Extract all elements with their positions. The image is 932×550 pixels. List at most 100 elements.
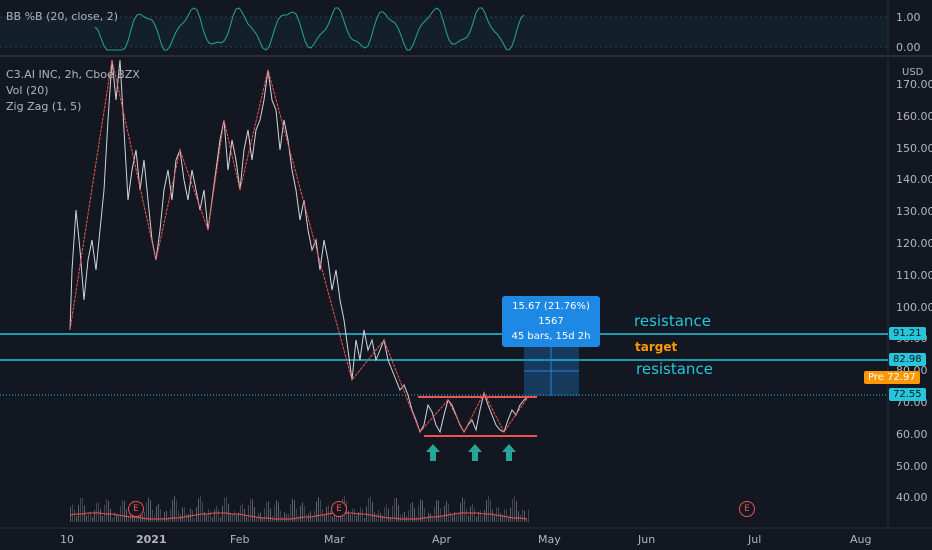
zigzag-legend[interactable]: Zig Zag (1, 5) — [6, 100, 82, 113]
volume-bar — [294, 500, 295, 522]
volume-bar — [248, 505, 249, 522]
volume-bar — [444, 505, 445, 522]
volume-bar — [144, 511, 145, 522]
volume-bar — [164, 511, 165, 522]
volume-bar — [308, 513, 309, 522]
currency-label[interactable]: USD — [902, 67, 924, 78]
volume-bar — [288, 513, 289, 522]
symbol-legend[interactable]: C3.AI INC, 2h, Cboe BZX — [6, 68, 140, 81]
volume-bar — [380, 512, 381, 522]
volume-bar — [88, 512, 89, 522]
time-tick: May — [538, 533, 561, 546]
bbpb-legend[interactable]: BB %B (20, close, 2) — [6, 10, 118, 23]
volume-bar — [356, 515, 357, 522]
volume-bar — [200, 496, 201, 522]
volume-bar — [262, 517, 263, 522]
volume-bar — [464, 499, 465, 522]
volume-bar — [114, 512, 115, 522]
volume-bar — [298, 515, 299, 522]
volume-bar — [396, 498, 397, 522]
time-tick: Jun — [638, 533, 656, 546]
volume-bar — [198, 498, 199, 522]
volume-bar — [140, 511, 141, 522]
volume-bar — [470, 506, 471, 522]
annotation-resistance-mid[interactable]: resistance — [636, 360, 713, 378]
volume-bar — [306, 514, 307, 522]
volume-bar — [102, 515, 103, 522]
volume-bar — [514, 496, 515, 522]
indicator-pane — [0, 0, 888, 55]
volume-bar — [82, 498, 83, 522]
volume-bar — [478, 512, 479, 522]
volume-bar — [206, 514, 207, 522]
volume-bar — [372, 502, 373, 522]
volume-bar — [154, 514, 155, 522]
volume-bar — [364, 517, 365, 522]
measure-label[interactable]: 15.67 (21.76%) 1567 45 bars, 15d 2h — [502, 296, 600, 347]
price-tick: 120.00 — [896, 237, 932, 250]
volume-bar — [182, 507, 183, 522]
volume-bar — [118, 515, 119, 522]
volume-bar — [106, 499, 107, 522]
volume-bar — [338, 516, 339, 522]
volume-bar — [370, 496, 371, 522]
volume-bar — [110, 508, 111, 522]
volume-bar — [368, 498, 369, 522]
volume-bar — [90, 511, 91, 522]
time-tick: Mar — [324, 533, 345, 546]
volume-bar — [484, 509, 485, 522]
volume-bar — [468, 515, 469, 522]
volume-bar — [232, 513, 233, 522]
volume-bar — [522, 509, 523, 522]
volume-bar — [518, 511, 519, 522]
volume-bar — [94, 510, 95, 522]
volume-bar — [214, 509, 215, 522]
volume-bar — [426, 517, 427, 522]
volume-bar — [392, 505, 393, 522]
volume-bar — [456, 514, 457, 522]
bottom-arrow-1 — [426, 444, 440, 461]
time-tick: 10 — [60, 533, 74, 546]
volume-bar — [162, 517, 163, 522]
volume-bar — [412, 502, 413, 522]
annotation-resistance-top[interactable]: resistance — [634, 312, 711, 330]
volume-bar — [386, 504, 387, 522]
volume-bar — [138, 514, 139, 522]
volume-bar — [316, 501, 317, 522]
volume-bar — [146, 502, 147, 522]
price-tick: 100.00 — [896, 300, 932, 314]
volume-bar — [462, 497, 463, 522]
volume-bar — [188, 514, 189, 522]
volume-bar — [400, 514, 401, 522]
earnings-event-2[interactable]: E — [331, 501, 347, 517]
volume-bar — [354, 509, 355, 522]
volume-bar — [180, 514, 181, 522]
volume-bar — [278, 502, 279, 522]
volume-bar — [72, 504, 73, 522]
volume-legend[interactable]: Vol (20) — [6, 84, 49, 97]
earnings-event-1[interactable]: E — [128, 501, 144, 517]
volume-bar — [458, 512, 459, 522]
volume-bar — [414, 508, 415, 522]
volume-bar — [506, 509, 507, 522]
volume-bar — [488, 496, 489, 522]
volume-bar — [422, 500, 423, 522]
volume-bar — [246, 516, 247, 522]
volume-bar — [86, 515, 87, 522]
volume-bar — [228, 503, 229, 522]
volume-bar — [284, 512, 285, 522]
volume-bar — [476, 516, 477, 522]
volume-bar — [452, 515, 453, 522]
volume-bar — [492, 509, 493, 522]
volume-bar — [270, 508, 271, 522]
annotation-target[interactable]: target — [635, 340, 678, 354]
volume-bar — [524, 510, 525, 522]
volume-bar — [424, 508, 425, 522]
volume-bar — [384, 507, 385, 522]
volume-bar — [280, 510, 281, 522]
volume-bar — [76, 516, 77, 522]
tag-pre-market: Pre 72.97 — [864, 371, 920, 384]
volume-bar — [212, 517, 213, 522]
earnings-event-3[interactable]: E — [739, 501, 755, 517]
